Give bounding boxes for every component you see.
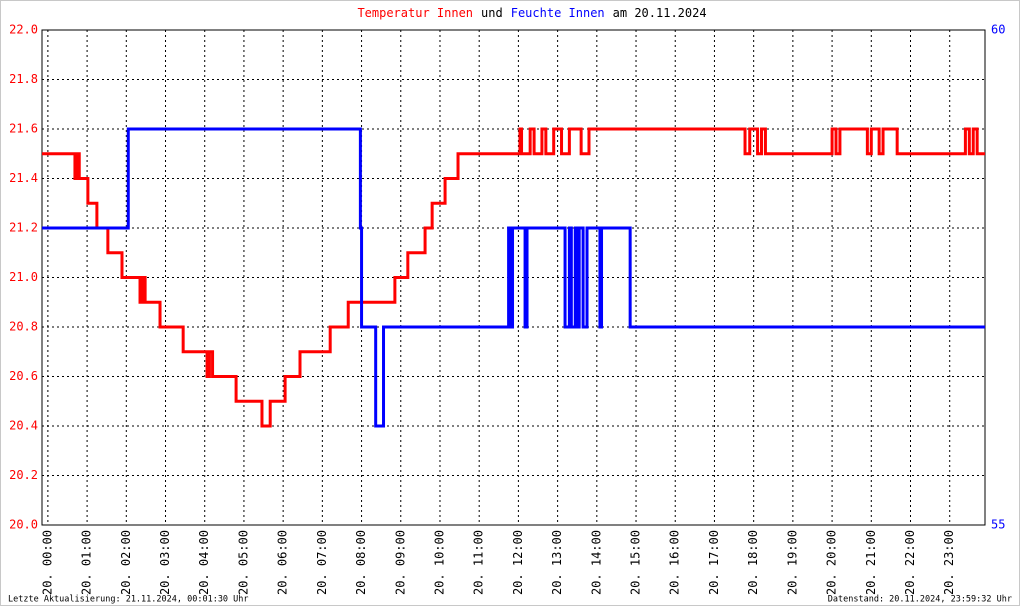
x-tick-label: 20. 11:00 [472, 530, 486, 595]
title-part: Feuchte Innen [511, 6, 605, 20]
x-tick-label: 20. 17:00 [707, 530, 721, 595]
chart-title: Temperatur Innen und Feuchte Innen am 20.11… [357, 6, 706, 20]
footer-left: Letzte Aktualisierung: 21.11.2024, 00:01… [8, 595, 249, 605]
x-tick-label: 20. 01:00 [80, 530, 94, 595]
x-tick-label: 20. 10:00 [432, 530, 446, 595]
x-tick-label: 20. 23:00 [942, 530, 956, 595]
x-tick-label: 20. 07:00 [315, 530, 329, 595]
y-tick-label: 21.2 [9, 221, 38, 235]
x-tick-label: 20. 05:00 [236, 530, 250, 595]
x-tick-label: 20. 08:00 [354, 530, 368, 595]
x-tick-label: 20. 04:00 [197, 530, 211, 595]
x-tick-label: 20. 00:00 [40, 530, 54, 595]
title-part: und [481, 6, 503, 20]
x-tick-label: 20. 03:00 [158, 530, 172, 595]
plot-frame [41, 29, 986, 526]
y-tick-label: 21.4 [9, 171, 38, 185]
y-tick-label: 20.4 [9, 419, 38, 433]
x-tick-label: 20. 09:00 [393, 530, 407, 595]
x-tick-label: 20. 18:00 [746, 530, 760, 595]
x-tick-label: 20. 16:00 [668, 530, 682, 595]
title-part: Temperatur Innen [357, 6, 473, 20]
x-tick-label: 20. 14:00 [589, 530, 603, 595]
x-tick-label: 20. 13:00 [550, 530, 564, 595]
x-tick-label: 20. 12:00 [511, 530, 525, 595]
data-line [42, 127, 985, 428]
data-line [42, 127, 985, 428]
y-tick-label: 21.8 [9, 72, 38, 86]
title-part: am 20.11.2024 [613, 6, 707, 20]
y-tick-label: 20.0 [9, 518, 38, 532]
x-tick-label: 20. 19:00 [785, 530, 799, 595]
x-tick-label: 20. 06:00 [276, 530, 290, 595]
x-tick-label: 20. 02:00 [119, 530, 133, 595]
x-tick-label: 20. 21:00 [864, 530, 878, 595]
footer-right: Datenstand: 20.11.2024, 23:59:32 Uhr [828, 595, 1012, 605]
x-tick-label: 20. 15:00 [629, 530, 643, 595]
y-tick-label: 20.6 [9, 369, 38, 383]
x-tick-label: 20. 20:00 [825, 530, 839, 595]
y2-tick-label: 55 [991, 518, 1005, 532]
y-tick-label: 21.0 [9, 270, 38, 284]
y-tick-label: 21.6 [9, 122, 38, 136]
y2-tick-label: 60 [991, 23, 1005, 37]
y-tick-label: 22.0 [9, 23, 38, 37]
x-tick-label: 20. 22:00 [903, 530, 917, 595]
y-tick-label: 20.8 [9, 320, 38, 334]
y-tick-label: 20.2 [9, 468, 38, 482]
